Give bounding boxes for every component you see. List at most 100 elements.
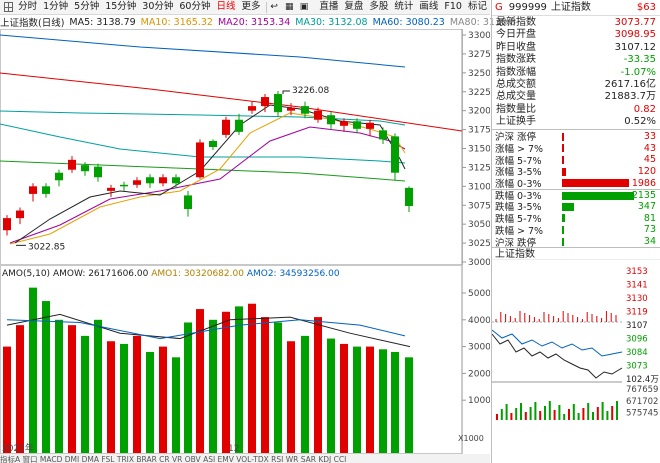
breadth-count: 81 <box>643 212 656 224</box>
volume-bar <box>184 322 192 453</box>
breadth-row: 跌幅 5-7% 81 <box>492 212 660 226</box>
price-tick-label: 3125 <box>468 163 490 173</box>
candle-body <box>366 122 374 129</box>
mini-volume-bar <box>548 401 551 421</box>
ma60-value: MA60: 3080.23 <box>372 16 445 28</box>
period-button-5[interactable]: 60分钟 <box>179 1 211 12</box>
stat-label: 指数涨幅 <box>496 66 536 78</box>
toolbar-button-3[interactable]: 统计 <box>394 1 414 12</box>
volume-bar <box>340 343 348 453</box>
indicator-tabstrip[interactable]: 指标A 窗口 MACD DMI DMA FSL TRIX BRAR CR VR … <box>0 454 490 463</box>
breadth-row: 跌幅 3-5% 347 <box>492 201 660 214</box>
breadth-bar <box>562 144 564 153</box>
ma-long-line <box>0 160 406 182</box>
stat-value: 0.82 <box>633 103 656 115</box>
period-button-3[interactable]: 15分钟 <box>105 1 137 12</box>
volume-bar <box>55 319 63 453</box>
mini-intraday-chart[interactable]: 3153 3141 3130 3119 3107 3096 3084 3073 102.4万76… <box>491 260 660 421</box>
ma60-line <box>0 72 463 132</box>
date-label-left: 2022年 <box>2 442 34 454</box>
expand-icon[interactable]: ▣ <box>299 2 309 12</box>
mini-volume-bar <box>596 407 599 421</box>
breadth-bar <box>562 214 565 223</box>
ma30-line <box>0 110 406 126</box>
volume-unit: X1000 <box>458 434 484 443</box>
mini-axis-label: 3141 <box>626 281 648 291</box>
breadth-bar <box>562 132 564 141</box>
mini-axis-label: 3119 <box>626 308 648 318</box>
stat-label: 上证换手 <box>496 116 536 128</box>
mini-volume-bar <box>500 409 503 421</box>
index-name: 上证指数 <box>550 2 591 13</box>
toolbar-button-6[interactable]: 标记 <box>467 1 487 12</box>
stat-row: 上证换手 0.52% <box>492 116 660 128</box>
candle-body <box>42 186 50 194</box>
mini-axis-label: 3130 <box>626 294 648 304</box>
stat-row: 最新指数 3073.77 <box>492 17 660 29</box>
kline-chart[interactable]: 3300 3275 3250 3225 3200 3175 3150 3125 3100 3075… <box>0 29 490 454</box>
price-tick-label: 3250 <box>468 69 490 79</box>
breadth-bar <box>562 155 564 164</box>
candle-body <box>133 180 141 185</box>
breadth-row: 涨幅 0-3% 1986 <box>492 177 660 191</box>
candle-body <box>81 165 89 172</box>
toolbar-button-2[interactable]: 多股 <box>369 1 389 12</box>
breadth-label: 跌幅 3-5% <box>495 202 542 214</box>
breadth-list: 沪深 涨停 33 涨幅 > 7% 43 涨幅 5-7% 45 涨幅 3-5% 120 涨幅 0-… <box>492 128 660 249</box>
volume-bar <box>133 335 141 453</box>
ma-legend: 上证指数(日线) MA5: 3138.79 MA10: 3165.32 MA20… <box>0 15 516 30</box>
chart-name: 上证指数(日线) <box>0 18 65 29</box>
ma80-value: MA80: 3130.8 <box>449 16 517 28</box>
mini-chart-title: 上证指数 <box>492 247 660 261</box>
price-tick-label: 3300 <box>468 31 490 41</box>
ma5-value: MA5: 3138.79 <box>69 16 136 28</box>
panel-suffix: $63 <box>636 2 656 13</box>
mini-volume-bar <box>563 414 566 421</box>
breadth-bar <box>562 237 564 246</box>
period-button-7[interactable]: 更多 <box>241 1 261 12</box>
ma20-value: MA20: 3153.34 <box>217 16 291 28</box>
candle-body <box>261 97 269 107</box>
period-button-0[interactable]: 分时 <box>18 1 38 12</box>
breadth-row: 涨幅 > 7% 43 <box>492 142 660 156</box>
period-button-6[interactable]: 日线 <box>216 1 236 12</box>
stat-row: 指数涨幅 -1.07% <box>492 67 660 79</box>
volume-bar <box>287 341 295 453</box>
grid-icon[interactable] <box>4 2 14 12</box>
toolbar-button-1[interactable]: 复盘 <box>344 1 364 12</box>
volume-bars <box>3 287 413 453</box>
high-pointer <box>282 90 290 95</box>
candles <box>3 90 413 236</box>
candle-body <box>159 177 167 184</box>
mini-axis-label: 3073 <box>626 362 648 372</box>
price-tick-label: 3175 <box>468 126 490 136</box>
stats-list: 最新指数 3073.77 今日开盘 3098.95 昨日收盘 3107.12 指数涨跌 -33… <box>492 16 660 129</box>
toolbar-button-5[interactable]: F10 <box>444 1 462 12</box>
price-tick-label: 3150 <box>468 145 490 155</box>
volume-bar <box>314 317 322 453</box>
ma80-line <box>0 34 406 68</box>
undo-icon[interactable]: ↩ <box>270 2 278 12</box>
mini-volume-bar <box>592 412 594 421</box>
volume-tick-label: 50000 <box>468 289 490 299</box>
period-button-2[interactable]: 5分钟 <box>74 1 100 12</box>
toolbar-button-0[interactable]: 直播 <box>319 1 339 12</box>
indicator-icon[interactable]: ▦ <box>285 2 294 12</box>
mini-volume-bar <box>539 411 542 421</box>
volume-bar <box>3 346 11 453</box>
stat-value: -33.35 <box>623 54 656 66</box>
period-button-1[interactable]: 1分钟 <box>43 1 69 12</box>
low-annotation: 3022.85 <box>28 242 65 252</box>
stat-label: 今日开盘 <box>496 29 536 41</box>
period-button-4[interactable]: 30分钟 <box>142 1 174 12</box>
toolbar-button-4[interactable]: 画线 <box>419 1 439 12</box>
candle-body <box>3 218 11 231</box>
mini-volume-bar <box>606 411 609 421</box>
candle-body <box>16 210 24 219</box>
candle-body <box>391 136 399 173</box>
stat-value: 0.52% <box>624 116 656 128</box>
stat-label: 最新指数 <box>496 17 536 28</box>
breadth-bar <box>562 226 564 235</box>
candle-body <box>209 140 217 147</box>
candle-body <box>222 119 230 135</box>
